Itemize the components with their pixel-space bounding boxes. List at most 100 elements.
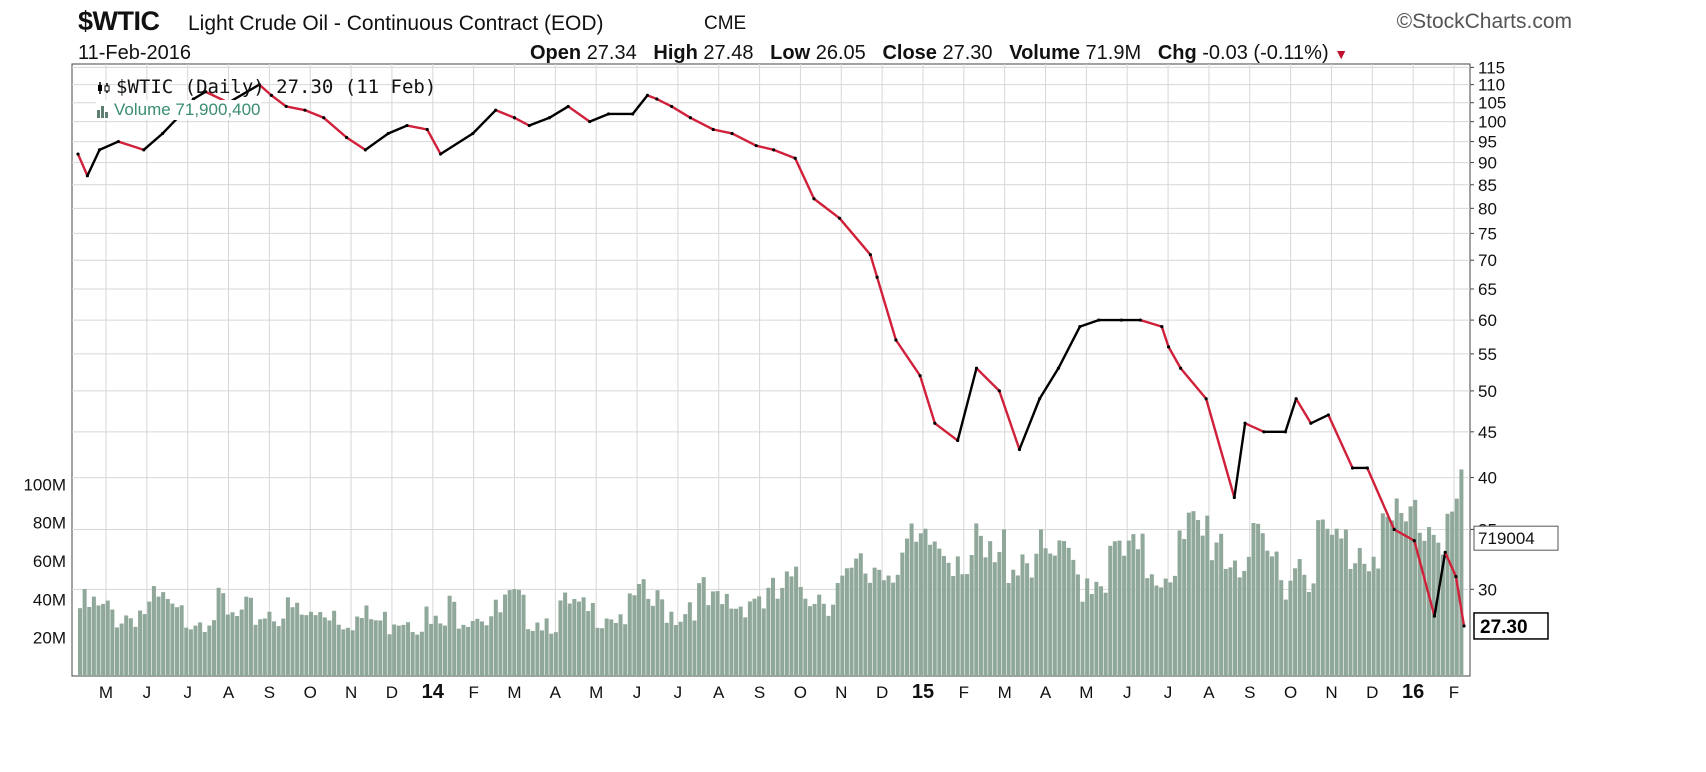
volume-bar (613, 622, 618, 676)
volume-bar (336, 624, 341, 676)
price-segment (439, 132, 475, 156)
volume-bar (1459, 469, 1464, 676)
volume-bar (484, 625, 489, 676)
volume-bar (1380, 513, 1385, 676)
volume-bar (1450, 511, 1455, 676)
volume-bar (1413, 499, 1418, 676)
volume-legend: Volume 71,900,400 (96, 100, 261, 120)
price-segment (98, 140, 120, 152)
price-segment (1294, 397, 1313, 425)
volume-bar (304, 615, 309, 676)
volume-bar (807, 606, 812, 676)
volume-bar (281, 618, 286, 676)
time-tick-label: J (633, 683, 642, 702)
volume-bar (1145, 578, 1150, 676)
price-tick-label: 110 (1478, 76, 1505, 95)
volume-bar (604, 618, 609, 676)
volume-bar (683, 614, 688, 676)
volume-bar (881, 580, 886, 676)
price-point (116, 139, 120, 144)
price-point (1119, 318, 1124, 322)
price-point (812, 197, 816, 201)
volume-bar (1343, 529, 1348, 676)
volume-bar (1080, 601, 1085, 676)
volume-bar (341, 629, 346, 676)
volume-bar (1025, 563, 1030, 676)
volume-bar (392, 624, 397, 676)
volume-bar (831, 604, 836, 676)
volume-bar (456, 628, 461, 676)
volume-bar (1015, 575, 1020, 676)
volume-bar (119, 623, 124, 676)
title-text: Light Crude Oil - Continuous Contract (E… (188, 12, 604, 35)
price-segment (793, 157, 816, 200)
price-segment (387, 124, 409, 135)
volume-bar (1357, 547, 1362, 676)
price-point (1056, 366, 1061, 370)
time-tick-label: J (674, 683, 683, 702)
price-segment (471, 108, 497, 135)
volume-bar (207, 625, 212, 676)
volume-bar (429, 623, 434, 676)
volume-label: Volume (1009, 42, 1080, 64)
price-segment (730, 132, 758, 147)
volume-bar (1135, 549, 1140, 676)
volume-bar (479, 621, 484, 676)
volume-bar (743, 617, 748, 676)
volume-bar (701, 577, 706, 676)
ohlc-summary: Open 27.34 High 27.48 Low 26.05 Close 27… (530, 42, 1348, 65)
price-segment (956, 367, 978, 442)
volume-bar (170, 603, 175, 676)
volume-bar (1237, 577, 1242, 676)
volume-bar (1131, 534, 1136, 676)
volume-bar (516, 589, 521, 676)
volume-bar (526, 629, 531, 676)
price-tick-label: 30 (1478, 580, 1497, 599)
volume-bar (253, 624, 258, 676)
volume-bar (1223, 568, 1228, 676)
volume-bar (406, 622, 411, 676)
volume-bar (272, 621, 277, 676)
volume-bar (285, 597, 290, 676)
volume-bar (114, 627, 119, 676)
volume-bar (1200, 535, 1205, 676)
volume-bar (1052, 555, 1057, 676)
volume-bar (1034, 553, 1039, 676)
time-tick-label: D (386, 683, 398, 702)
time-tick-label: S (1244, 683, 1255, 702)
volume-bar (535, 622, 540, 676)
time-tick-label: O (1284, 683, 1297, 702)
volume-bar (507, 590, 512, 676)
volume-bar (359, 618, 364, 676)
volume-bar (1366, 571, 1371, 676)
price-point (76, 152, 80, 156)
chart-title: Light Crude Oil - Continuous Contract (E… (188, 12, 604, 36)
volume-tick-label: 20M (33, 629, 66, 648)
time-tick-label: A (223, 683, 235, 702)
volume-bar (290, 607, 295, 676)
price-point (730, 131, 734, 136)
volume-bar (1159, 587, 1164, 676)
volume-bar (734, 608, 739, 676)
volume-bar (299, 614, 304, 676)
volume-bar (461, 624, 466, 676)
volume-bar (891, 582, 896, 676)
volume-bar (886, 575, 891, 676)
volume-bar (262, 618, 267, 676)
volume-bars (78, 469, 1464, 676)
price-point (425, 127, 429, 132)
volume-bar (1399, 513, 1404, 676)
price-point (322, 116, 326, 120)
price-segment (631, 94, 649, 116)
volume-bar (660, 599, 665, 676)
volume-bar (1417, 532, 1422, 676)
volume-tick-label: 60M (33, 552, 66, 571)
volume-bar (974, 523, 979, 676)
volume-bar (618, 614, 623, 676)
price-legend-text: $WTIC (Daily) 27.30 (11 Feb) (116, 76, 437, 98)
price-point (405, 123, 409, 128)
volume-bar (1279, 580, 1284, 676)
time-tick-label: F (959, 683, 969, 702)
price-segment (1433, 551, 1447, 618)
price-segment (670, 105, 692, 119)
